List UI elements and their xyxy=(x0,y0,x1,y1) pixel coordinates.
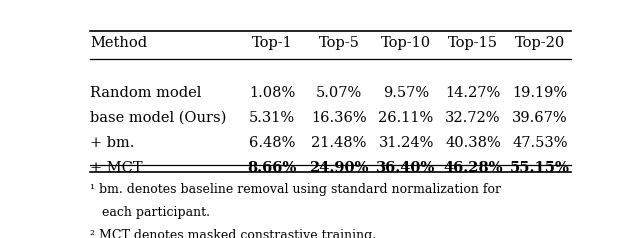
Text: 26.11%: 26.11% xyxy=(378,111,434,125)
Text: + MCT: + MCT xyxy=(90,161,143,175)
Text: 9.57%: 9.57% xyxy=(383,86,429,100)
Text: 21.48%: 21.48% xyxy=(312,136,367,150)
Text: 46.28%: 46.28% xyxy=(444,161,503,175)
Text: base model (Ours): base model (Ours) xyxy=(90,111,227,125)
Text: 40.38%: 40.38% xyxy=(445,136,501,150)
Text: Top-20: Top-20 xyxy=(515,36,565,50)
Text: Top-5: Top-5 xyxy=(319,36,360,50)
Text: 24.90%: 24.90% xyxy=(309,161,369,175)
Text: + bm.: + bm. xyxy=(90,136,134,150)
Text: ¹ bm. denotes baseline removal using standard normalization for: ¹ bm. denotes baseline removal using sta… xyxy=(90,183,501,196)
Text: 16.36%: 16.36% xyxy=(311,111,367,125)
Text: 5.07%: 5.07% xyxy=(316,86,362,100)
Text: Top-15: Top-15 xyxy=(448,36,498,50)
Text: 1.08%: 1.08% xyxy=(249,86,295,100)
Text: 31.24%: 31.24% xyxy=(378,136,434,150)
Text: 32.72%: 32.72% xyxy=(445,111,501,125)
Text: 47.53%: 47.53% xyxy=(512,136,568,150)
Text: 19.19%: 19.19% xyxy=(513,86,568,100)
Text: 14.27%: 14.27% xyxy=(445,86,500,100)
Text: 8.66%: 8.66% xyxy=(248,161,297,175)
Text: ² MCT denotes masked constrastive training.: ² MCT denotes masked constrastive traini… xyxy=(90,229,376,238)
Text: 5.31%: 5.31% xyxy=(249,111,295,125)
Text: each participant.: each participant. xyxy=(90,206,210,219)
Text: 36.40%: 36.40% xyxy=(376,161,436,175)
Text: Top-1: Top-1 xyxy=(252,36,292,50)
Text: Method: Method xyxy=(90,36,147,50)
Text: Random model: Random model xyxy=(90,86,202,100)
Text: 6.48%: 6.48% xyxy=(249,136,296,150)
Text: Top-10: Top-10 xyxy=(381,36,431,50)
Text: 39.67%: 39.67% xyxy=(512,111,568,125)
Text: 55.15%: 55.15% xyxy=(510,161,570,175)
